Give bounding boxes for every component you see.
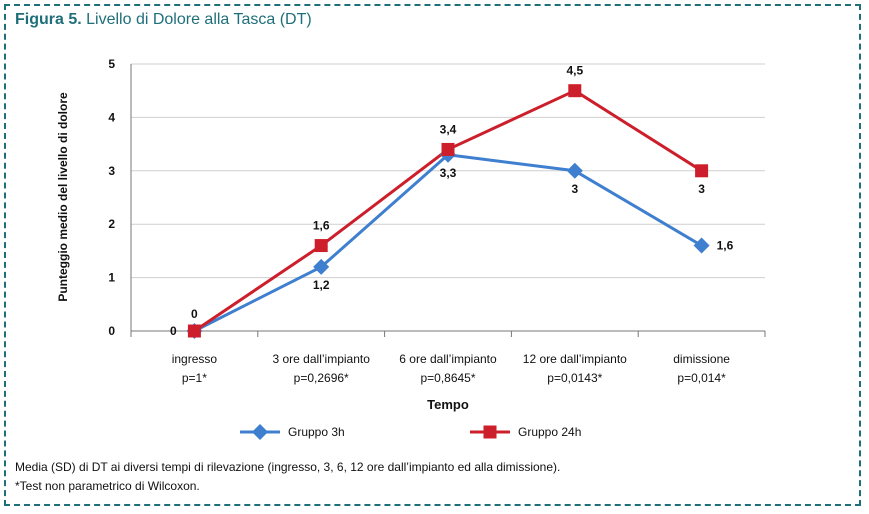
data-label: 4,5 xyxy=(566,64,583,78)
y-axis-title: Punteggio medio del livello di dolore xyxy=(56,92,70,302)
data-point-square xyxy=(695,164,709,178)
data-label: 0 xyxy=(191,307,198,321)
x-tick-label: 6 ore dall’impianto xyxy=(399,352,497,366)
y-tick-label: 5 xyxy=(108,57,115,71)
data-label: 3 xyxy=(571,182,578,196)
x-tick-pvalue: p=0,2696* xyxy=(294,371,349,385)
y-tick-label: 3 xyxy=(108,164,115,178)
legend-marker-square xyxy=(483,425,497,439)
data-label: 3 xyxy=(698,182,705,196)
data-label: 1,6 xyxy=(717,239,734,253)
data-point-square xyxy=(441,142,455,156)
data-point-diamond xyxy=(566,162,583,179)
data-label: 3,4 xyxy=(440,122,457,136)
footnote-mean: Media (SD) di DT ai diversi tempi di ril… xyxy=(15,460,561,474)
legend-label: Gruppo 24h xyxy=(518,425,581,439)
x-tick-pvalue: p=0,8645* xyxy=(420,371,475,385)
figure-number: Figura 5. xyxy=(15,11,82,28)
y-tick-label: 1 xyxy=(108,271,115,285)
x-tick-label: 3 ore dall’impianto xyxy=(273,352,371,366)
figure-title: Figura 5. Livello di Dolore alla Tasca (… xyxy=(15,11,312,29)
legend-label: Gruppo 3h xyxy=(288,425,345,439)
x-tick-label: ingresso xyxy=(172,352,218,366)
y-tick-label: 0 xyxy=(108,324,115,338)
x-axis-title: Tempo xyxy=(427,397,469,412)
x-tick-pvalue: p=1* xyxy=(182,371,207,385)
legend-marker-diamond xyxy=(252,424,268,440)
x-tick-label: 12 ore dall’impianto xyxy=(523,352,627,366)
data-point-square xyxy=(568,84,582,98)
data-point-diamond xyxy=(313,258,330,275)
y-tick-label: 4 xyxy=(108,110,115,124)
figure-frame xyxy=(4,4,861,506)
x-tick-label: dimissione xyxy=(673,352,730,366)
data-point-square xyxy=(314,239,328,253)
data-label: 1,2 xyxy=(313,278,330,292)
data-point-square xyxy=(187,324,201,338)
data-label: 3,3 xyxy=(440,166,457,180)
y-tick-label: 2 xyxy=(108,217,115,231)
figure-title-text: Livello di Dolore alla Tasca (DT) xyxy=(86,11,312,28)
x-tick-pvalue: p=0,0143* xyxy=(547,371,602,385)
data-point-diamond xyxy=(693,237,710,254)
footnote-test: *Test non parametrico di Wilcoxon. xyxy=(15,479,200,493)
x-tick-pvalue: p=0,014* xyxy=(677,371,726,385)
series-line-gruppo-3h xyxy=(193,153,703,333)
data-label: 0 xyxy=(170,324,177,338)
data-label: 1,6 xyxy=(313,219,330,233)
